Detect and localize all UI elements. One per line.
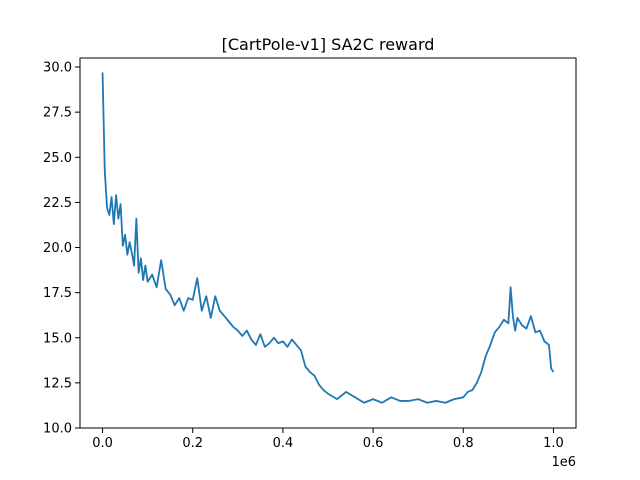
x-tick-label: 1.0 — [543, 436, 564, 451]
x-tick-label: 0.0 — [92, 436, 113, 451]
y-tick-label: 20.0 — [43, 241, 72, 256]
x-tick-label: 0.4 — [273, 436, 294, 451]
y-tick-label: 10.0 — [43, 422, 72, 437]
x-tick-label: 0.2 — [182, 436, 203, 451]
plot-frame — [79, 57, 577, 429]
y-tick-label: 22.5 — [43, 196, 72, 211]
x-tick-label: 0.8 — [453, 436, 474, 451]
y-tick-label: 30.0 — [43, 61, 72, 76]
y-tick-label: 27.5 — [43, 106, 72, 121]
x-offset-label: 1e6 — [551, 455, 576, 470]
y-tick-label: 12.5 — [43, 376, 72, 391]
y-axis: 10.0 12.5 15.0 17.5 20.0 22.5 25.0 27.5 30.0 — [43, 61, 80, 437]
plot-area — [101, 72, 555, 404]
y-tick-label: 17.5 — [43, 286, 72, 301]
y-tick-label: 15.0 — [43, 331, 72, 346]
x-tick-label: 0.6 — [363, 436, 384, 451]
y-tick-label: 25.0 — [43, 151, 72, 166]
chart-title: [CartPole-v1] SA2C reward — [222, 35, 435, 54]
reward-series-line — [101, 72, 555, 404]
x-axis: 0.0 0.2 0.4 0.6 0.8 1.0 — [92, 428, 564, 451]
